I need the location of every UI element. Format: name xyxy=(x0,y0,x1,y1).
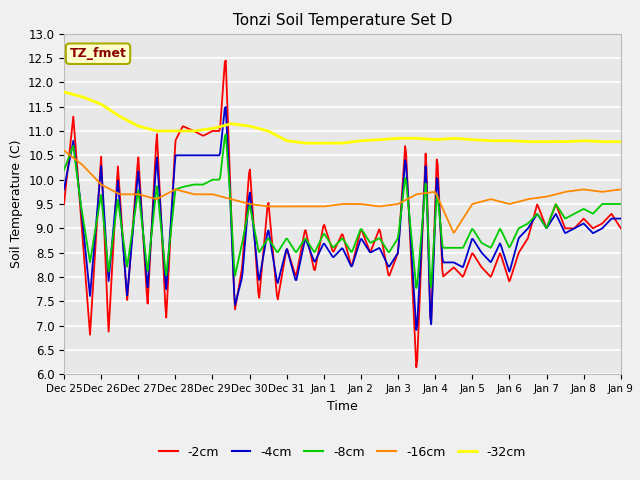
Y-axis label: Soil Temperature (C): Soil Temperature (C) xyxy=(10,140,22,268)
Legend: -2cm, -4cm, -8cm, -16cm, -32cm: -2cm, -4cm, -8cm, -16cm, -32cm xyxy=(154,441,531,464)
Text: TZ_fmet: TZ_fmet xyxy=(70,47,127,60)
Title: Tonzi Soil Temperature Set D: Tonzi Soil Temperature Set D xyxy=(233,13,452,28)
X-axis label: Time: Time xyxy=(327,400,358,413)
